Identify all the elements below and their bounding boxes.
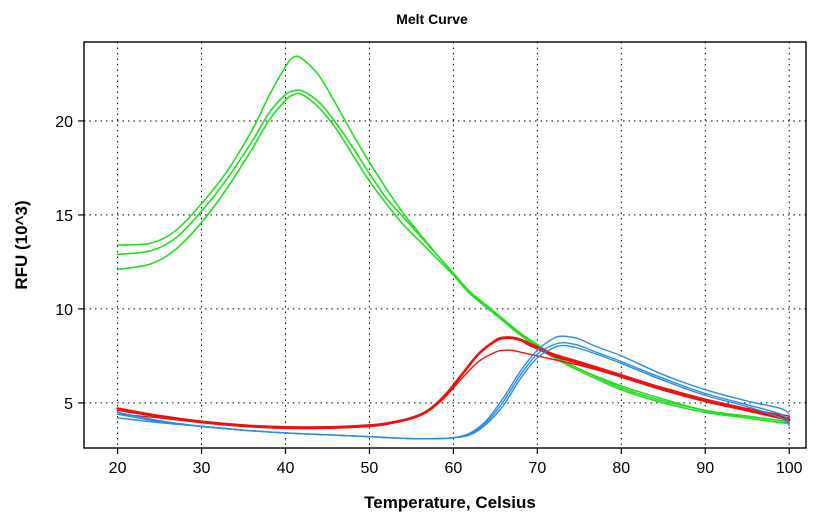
y-tick-label: 5 [64, 396, 73, 413]
x-tick-label: 30 [193, 460, 211, 477]
x-tick-label: 50 [361, 460, 379, 477]
y-tick-label: 15 [55, 208, 73, 225]
y-tick-label: 10 [55, 302, 73, 319]
x-tick-label: 70 [528, 460, 546, 477]
green-series-line-2 [116, 89, 791, 425]
y-tick-label: 20 [55, 114, 73, 131]
x-axis-label: Temperature, Celsius [364, 493, 536, 512]
x-tick-label: 60 [444, 460, 462, 477]
x-tick-label: 80 [612, 460, 630, 477]
series-group [116, 55, 791, 440]
x-tick-label: 40 [277, 460, 295, 477]
axis-ticks: 20 30 40 50 60 70 80 90 100 5 10 15 20 [55, 114, 802, 477]
green-series-line-3 [116, 92, 791, 425]
x-tick-label: 20 [109, 460, 127, 477]
blue-series-line-9 [116, 344, 790, 440]
red-series-line-6 [116, 336, 790, 430]
x-tick-label: 90 [696, 460, 714, 477]
chart-title: Melt Curve [396, 11, 468, 27]
plot-frame [83, 41, 807, 449]
x-tick-label: 100 [776, 460, 803, 477]
y-axis-label: RFU (10^3) [12, 200, 31, 289]
